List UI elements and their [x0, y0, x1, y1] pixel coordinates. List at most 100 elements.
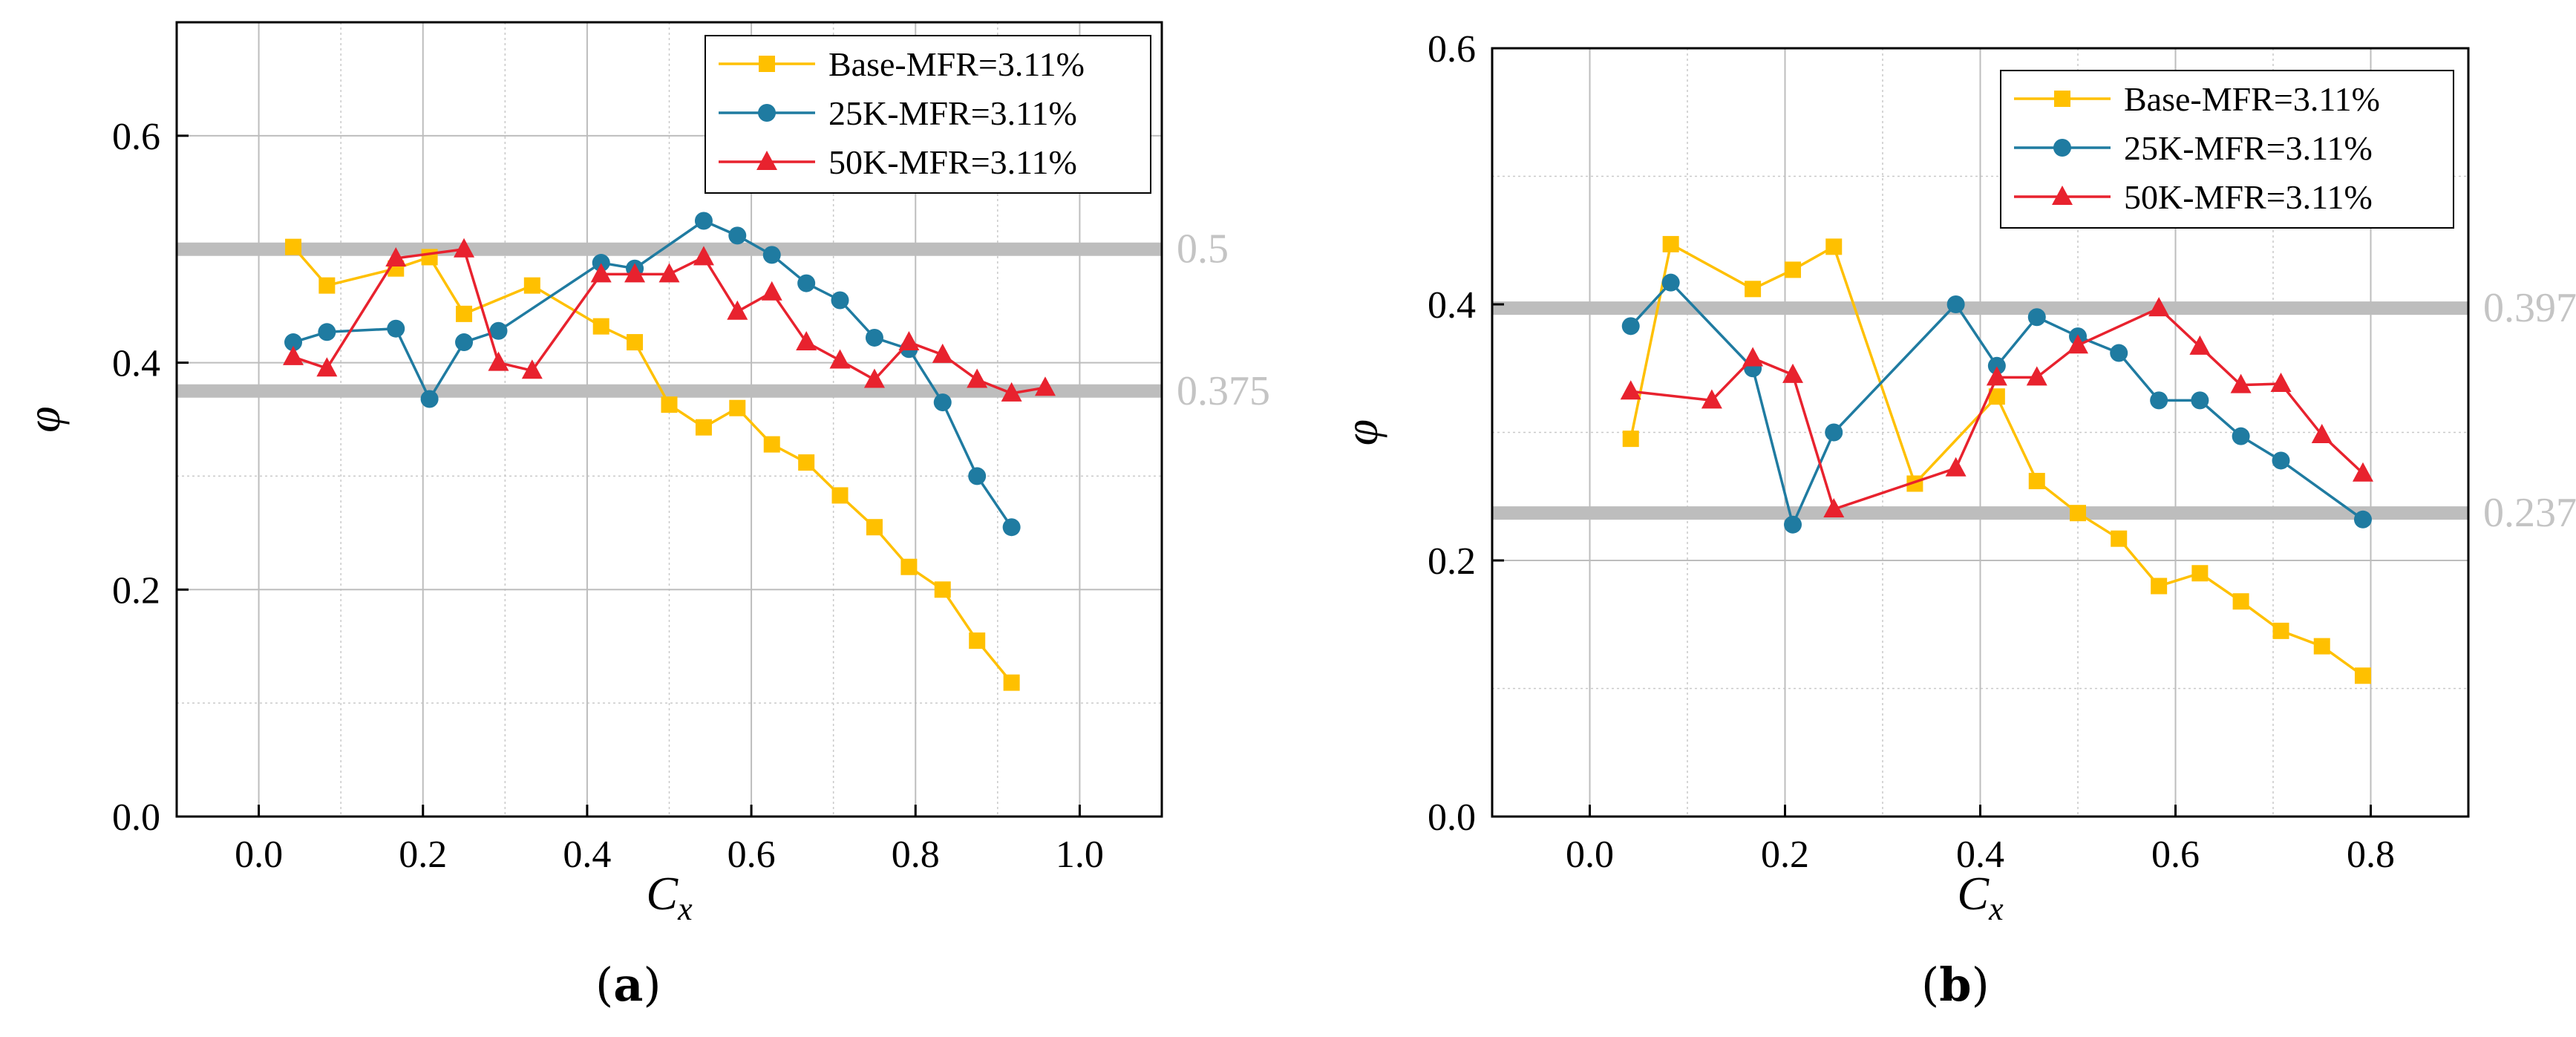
y-tick-label: 0.4 [112, 343, 160, 385]
data-point [831, 487, 849, 504]
data-point [2151, 578, 2168, 595]
data-point [968, 467, 987, 485]
series-2 [284, 212, 1021, 537]
data-point [898, 331, 920, 351]
data-point [1825, 423, 1843, 442]
data-point [658, 263, 680, 283]
x-tick-label: 0.0 [235, 834, 283, 876]
y-tick-label: 0.4 [1428, 284, 1476, 327]
y-axis-label: φ [17, 406, 70, 432]
data-point [1785, 261, 1802, 278]
data-point [624, 263, 646, 283]
data-point [1003, 674, 1020, 691]
y-tick-label: 0.0 [112, 796, 160, 839]
data-point [2026, 366, 2047, 386]
data-point [1701, 389, 1722, 409]
legend-box [2000, 70, 2454, 229]
data-point [2353, 510, 2372, 529]
data-point [590, 263, 612, 283]
legend-label: 50K-MFR=3.11% [2124, 178, 2373, 216]
data-point [592, 254, 610, 272]
data-point [2232, 427, 2250, 445]
data-point [454, 238, 475, 258]
data-point [2354, 667, 2371, 684]
y-tick-label: 0.6 [1428, 28, 1476, 71]
legend-label: Base-MFR=3.11% [828, 45, 1085, 83]
data-point [1661, 273, 1680, 292]
series-line [292, 246, 1013, 684]
data-point [695, 419, 712, 436]
x-tick-label: 0.6 [2151, 834, 2200, 876]
data-point [316, 357, 338, 377]
data-point [2313, 638, 2330, 655]
data-point [2028, 473, 2045, 490]
data-point [933, 393, 952, 412]
data-point [2189, 335, 2211, 355]
data-point [1620, 380, 1641, 400]
data-point [863, 368, 885, 388]
x-tick-label: 0.8 [2347, 834, 2395, 876]
series-3 [283, 238, 1056, 402]
data-point [387, 319, 405, 338]
data-point [1662, 235, 1679, 252]
panel-label-a: (a) [595, 958, 661, 1012]
series-1 [1622, 235, 2371, 684]
data-point [2272, 622, 2289, 639]
data-point [284, 333, 303, 352]
data-point [385, 246, 407, 266]
data-point [318, 277, 336, 294]
data-point [521, 359, 543, 379]
data-point [285, 238, 302, 255]
data-point [797, 274, 816, 292]
series-1 [285, 238, 1020, 691]
data-point [1986, 366, 2007, 386]
legend-marker [756, 151, 777, 170]
data-point [763, 436, 780, 453]
data-point [1621, 317, 1640, 336]
x-tick-label: 0.0 [1566, 834, 1614, 876]
series-line [1630, 307, 2364, 511]
x-axis-label: Cx [646, 867, 693, 927]
y-tick-label: 0.6 [112, 116, 160, 158]
data-point [455, 333, 474, 352]
data-point [283, 345, 304, 365]
data-point [829, 349, 851, 369]
series-3 [1620, 297, 2373, 517]
legend-marker [2052, 186, 2073, 205]
data-point [2230, 373, 2252, 393]
x-tick-label: 0.2 [1761, 834, 1809, 876]
data-point [728, 226, 747, 245]
data-point [2027, 308, 2046, 327]
series-line [1629, 243, 2364, 677]
data-point [934, 581, 951, 598]
plot-frame [175, 21, 1163, 818]
legend-box [705, 35, 1151, 194]
data-point [1002, 518, 1021, 537]
x-axis-label: Cx [1957, 867, 2004, 927]
legend: Base-MFR=3.11% 25K-MFR=3.11% 50K-MFR=3.11% [705, 35, 1151, 194]
reference-line-label: 0.5 [1177, 226, 1229, 272]
data-point [727, 300, 748, 320]
data-point [2150, 391, 2168, 410]
data-point [488, 351, 509, 371]
legend-label: 50K-MFR=3.11% [828, 143, 1077, 181]
legend-marker [758, 104, 776, 122]
data-point [661, 396, 678, 413]
series-line [292, 219, 1013, 529]
data-point [2272, 451, 2290, 470]
data-point [761, 281, 782, 301]
data-point [318, 323, 336, 341]
data-point [2111, 530, 2128, 547]
data-point [798, 454, 815, 471]
data-point [694, 212, 713, 230]
legend-marker [2054, 91, 2070, 107]
data-point [2191, 565, 2209, 582]
data-point [1742, 347, 1764, 367]
chart-panel-a: 0.0 0.2 0.4 0.6 0.8 1.0 0.0 0.2 0.4 0.6 Cx φ Base-MF… [17, 21, 1163, 927]
data-point [2270, 372, 2292, 392]
data-point [1946, 295, 1965, 313]
data-point [967, 368, 988, 388]
x-tick-label: 0.4 [1956, 834, 2004, 876]
data-point [932, 343, 953, 363]
